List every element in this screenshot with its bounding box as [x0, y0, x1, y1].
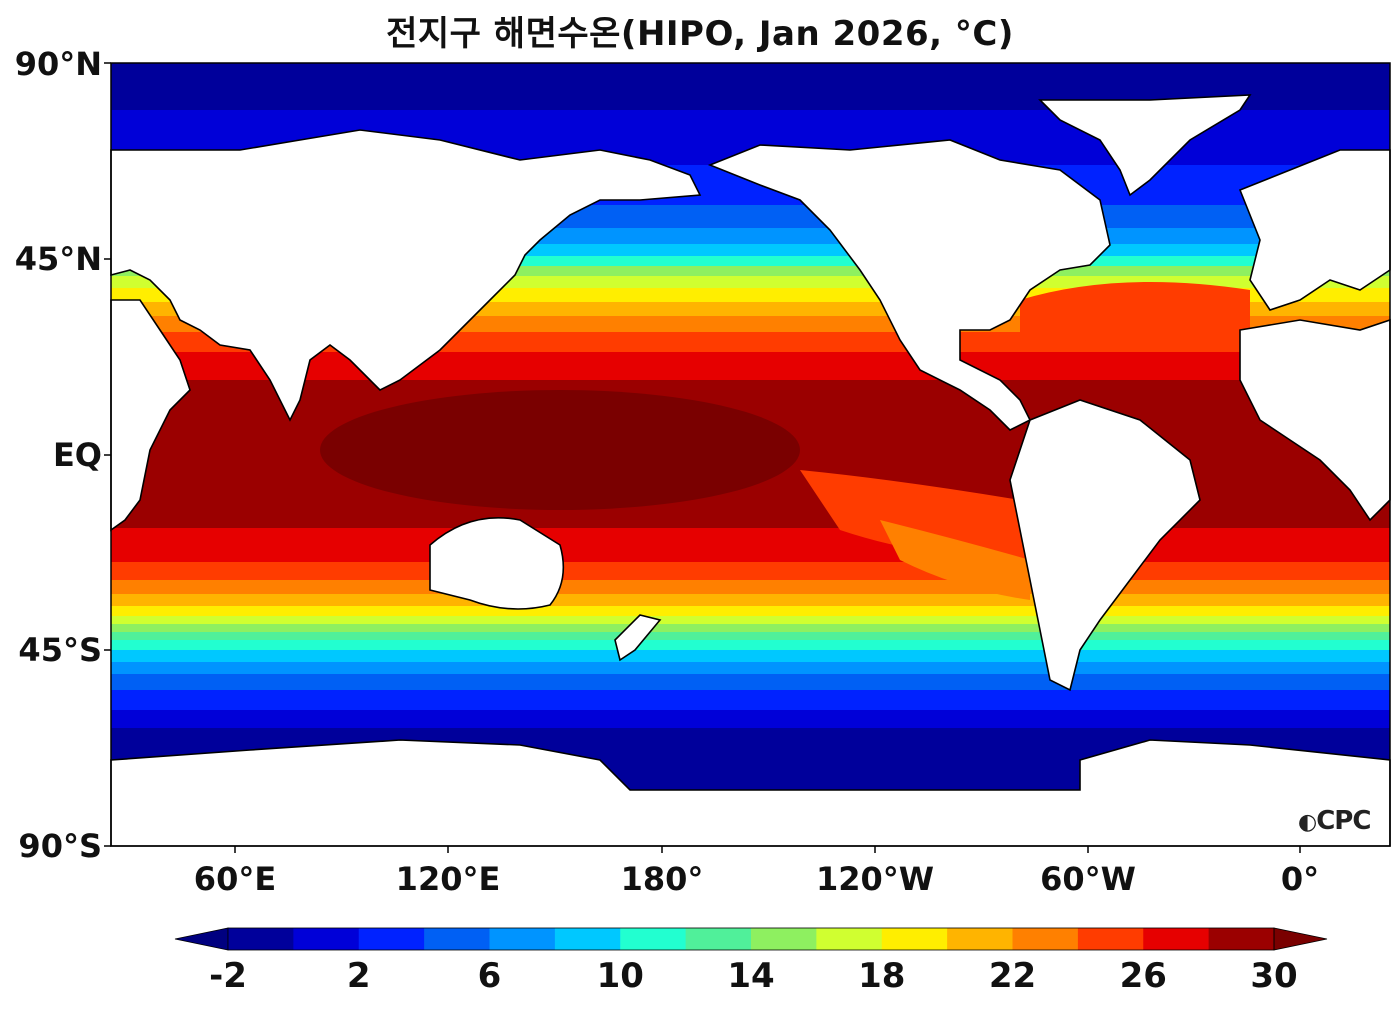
logo-swirl-icon: ◐ [1298, 810, 1317, 835]
lat-label-eq: EQ [52, 436, 102, 474]
cpc-logo: ◐CPC [1298, 806, 1371, 836]
colorbar-tick-label: 14 [727, 956, 775, 996]
colorbar-segment [489, 928, 556, 950]
colorbar-tick-label: 2 [346, 956, 371, 996]
lon-label-120e: 120°E [395, 860, 501, 898]
colorbar-segment [228, 928, 294, 950]
colorbar-segment [1208, 928, 1275, 950]
sst-band [111, 562, 1390, 582]
colorbar-tick-label: -2 [209, 956, 247, 996]
colorbar-tick-label: 26 [1119, 956, 1167, 996]
land-eurasia [110, 129, 702, 422]
colorbar-segment [881, 928, 948, 950]
colorbar-over-arrow [1273, 927, 1328, 951]
colorbar-segment [293, 928, 360, 950]
land-greenland [1038, 94, 1252, 197]
sst-band [111, 690, 1390, 712]
lon-label-60e: 60°E [193, 860, 277, 898]
colorbar-segment [554, 928, 621, 950]
colorbar-tick-label: 30 [1250, 956, 1298, 996]
colorbar-segment [1077, 928, 1144, 950]
land-africa-arabia [110, 299, 191, 532]
colorbar-segment [1012, 928, 1079, 950]
warm-pool [320, 390, 800, 510]
colorbar-segment [1143, 928, 1210, 950]
lon-label-60w: 60°W [1040, 860, 1136, 898]
sst-band [111, 662, 1390, 676]
land-new-zealand [614, 614, 662, 662]
sst-band [111, 594, 1390, 608]
land-north-america [707, 139, 1111, 431]
sst-band [111, 528, 1390, 564]
sst-band [111, 580, 1390, 596]
colorbar-frame [227, 927, 1275, 951]
land-australia [429, 517, 565, 610]
colorbar-tick-label: 22 [988, 956, 1037, 996]
map-title: 전지구 해면수온(HIPO, Jan 2026, °C) [386, 14, 1014, 54]
colorbar-segment [424, 928, 490, 950]
sst-band [111, 632, 1390, 642]
land [110, 94, 1391, 847]
lat-label-90n: 90°N [14, 45, 102, 83]
colorbar-under-arrow [174, 927, 229, 951]
colorbar [174, 927, 1328, 951]
sst-band [111, 650, 1390, 664]
sst-band [111, 624, 1390, 634]
colorbar-segment [947, 928, 1013, 950]
cold-tongue [800, 470, 1030, 560]
lat-label-45n: 45°N [14, 240, 102, 278]
land-africa-west [1239, 318, 1391, 522]
colorbar-tick-label: 18 [858, 956, 906, 996]
lat-label-90s: 90°S [18, 827, 102, 865]
colorbar-segment [751, 928, 817, 950]
colorbar-tick-label: 6 [477, 956, 502, 996]
sst-band [111, 674, 1390, 692]
colorbar-tick-label: 10 [596, 956, 644, 996]
lon-label-180: 180° [620, 860, 704, 898]
colorbar-segment [816, 928, 883, 950]
lon-label-0: 0° [1280, 860, 1320, 898]
logo-text: CPC [1316, 806, 1371, 836]
axis-ticks [104, 62, 1301, 853]
land-europe [1238, 149, 1391, 311]
cold-tongue [880, 520, 1030, 600]
sst-band [111, 616, 1390, 626]
lat-label-45s: 45°S [18, 631, 102, 669]
gulf-stream [1020, 282, 1250, 350]
colorbar-segment [620, 928, 687, 950]
land-south-america [1009, 399, 1201, 692]
colorbar-segment [358, 928, 425, 950]
lon-label-120w: 120°W [815, 860, 935, 898]
colorbar-segment [685, 928, 752, 950]
sst-band [111, 352, 1390, 382]
sst-band [111, 710, 1390, 730]
